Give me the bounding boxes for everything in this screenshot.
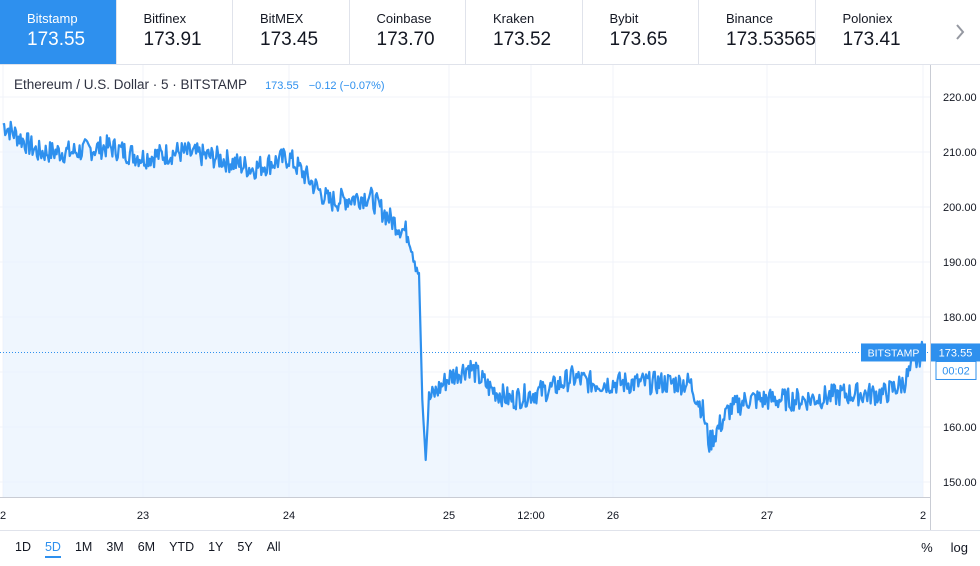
legend-change: −0.12 (−0.07%) [308,80,385,92]
y-tick-label: 160.00 [943,422,977,434]
scroll-tabs-button[interactable] [940,0,980,64]
tab-coinbase[interactable]: Coinbase 173.70 [350,0,466,64]
countdown-box [935,360,977,380]
price-area-fill [3,121,923,498]
tab-name: Bitstamp [27,11,78,26]
chart-area[interactable]: 150.00160.00170.00180.00190.00200.00210.… [0,65,980,530]
chart-legend: Ethereum / U.S. Dollar · 5 · BITSTAMP 17… [14,77,385,92]
tab-binance[interactable]: Binance 173.535657 [699,0,816,64]
tab-name: Bybit [609,11,639,26]
log-scale-button[interactable]: log [950,540,968,555]
tab-bitstamp[interactable]: Bitstamp 173.55 [0,0,117,64]
exchange-tabs: Bitstamp 173.55 Bitfinex 173.91 BitMEX 173.… [0,0,980,65]
tab-bitfinex[interactable]: Bitfinex 173.91 [117,0,233,64]
tab-price: 173.45 [260,29,319,50]
range-ytd[interactable]: YTD [169,540,195,554]
range-selector: 1D 5D 1M 3M 6M YTD 1Y 5Y All [15,540,295,558]
tab-bybit[interactable]: Bybit 173.65 [583,0,699,64]
tab-price: 173.535657 [726,29,816,50]
y-tick-label: 200.00 [943,202,977,214]
tab-name: BitMEX [260,11,304,26]
price-label-box [931,343,980,362]
y-tick-label: 180.00 [943,312,977,324]
range-3m[interactable]: 3M [106,540,124,554]
y-tick-label: 210.00 [943,147,977,159]
x-tick-label: 12:00 [517,510,545,522]
tab-name: Bitfinex [143,11,187,26]
tab-name: Coinbase [376,11,432,26]
tab-price: 173.55 [27,29,86,50]
tab-poloniex[interactable]: Poloniex 173.41 [816,0,901,64]
exchange-label-box [861,343,926,362]
range-6m[interactable]: 6M [137,540,156,554]
price-line [2,120,925,462]
tab-price: 173.91 [143,29,202,50]
tab-name: Kraken [493,11,535,26]
range-5y[interactable]: 5Y [237,540,253,554]
scale-options: % log [903,540,968,555]
x-tick-label: 2 [920,510,926,522]
range-1y[interactable]: 1Y [208,540,224,554]
exchange-label: BITSTAMP [868,347,920,359]
tab-name: Poloniex [842,11,893,26]
range-1m[interactable]: 1M [74,540,93,554]
bottom-toolbar: 1D 5D 1M 3M 6M YTD 1Y 5Y All % log [0,530,980,566]
tab-bitmex[interactable]: BitMEX 173.45 [233,0,350,64]
symbol-title: Ethereum / U.S. Dollar · 5 · BITSTAMP [14,77,248,92]
x-tick-label: 2 [0,510,6,522]
x-tick-label: 24 [283,510,295,522]
tab-name: Binance [726,11,773,26]
countdown-label: 00:02 [942,365,970,377]
price-chart[interactable]: 150.00160.00170.00180.00190.00200.00210.… [0,65,980,530]
price-label: 173.55 [939,347,973,359]
y-tick-label: 150.00 [943,477,977,489]
tab-price: 173.65 [609,29,668,50]
tab-price: 173.52 [493,29,552,50]
chevron-right-icon [956,24,965,40]
tab-price: 173.70 [376,29,435,50]
range-5d[interactable]: 5D [44,540,61,558]
x-tick-label: 25 [443,510,455,522]
y-tick-label: 220.00 [943,92,977,104]
x-tick-label: 26 [607,510,619,522]
y-tick-label: 190.00 [943,257,977,269]
legend-last-price: 173.55 [265,80,299,92]
range-1d[interactable]: 1D [15,540,31,554]
range-all[interactable]: All [266,540,281,554]
x-tick-label: 27 [761,510,773,522]
tab-kraken[interactable]: Kraken 173.52 [466,0,583,64]
x-tick-label: 23 [137,510,149,522]
tab-price: 173.41 [842,29,901,50]
percent-scale-button[interactable]: % [921,540,933,555]
